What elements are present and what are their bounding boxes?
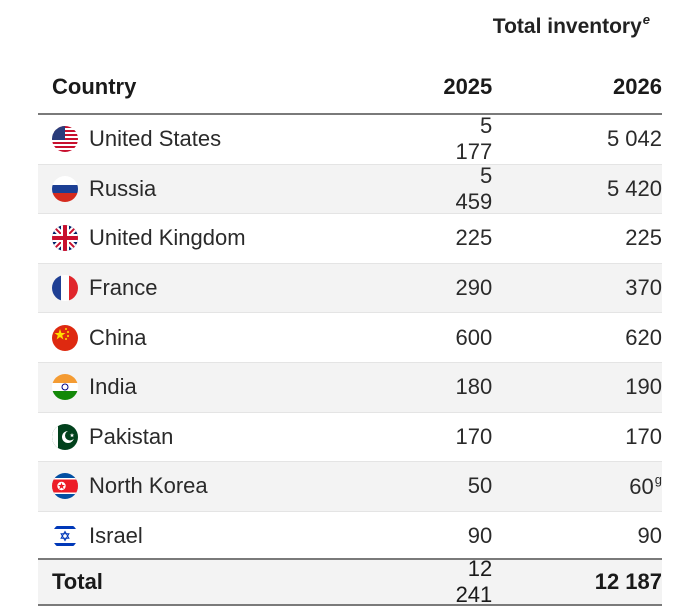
table-row: United Kingdom 225 225 (38, 214, 662, 264)
column-header-country: Country (52, 74, 137, 99)
value-2026: 5 042 (606, 126, 662, 152)
value-2026: 170 (625, 423, 662, 449)
country-name: China (89, 324, 147, 350)
country-name: France (89, 275, 158, 301)
group-header-footnote: e (642, 12, 650, 27)
value-2025: 225 (455, 225, 493, 251)
country-name: Israel (89, 523, 143, 549)
value-2026: 60 (629, 474, 654, 500)
pakistan-flag-icon (52, 423, 78, 450)
country-name: North Korea (89, 473, 208, 499)
table-body: United States 5 177 5 042 Russia 5 459 5… (38, 113, 662, 562)
header-rule (38, 113, 662, 115)
table-row: France 290 370 (38, 263, 662, 314)
table-row: India 180 190 (38, 362, 662, 413)
value-2026: 5 420 (606, 175, 662, 201)
table-row: Pakistan 170 170 (38, 413, 662, 463)
uk-flag-icon (52, 225, 78, 252)
value-2025: 290 (455, 275, 493, 301)
value-2025: 5 177 (455, 113, 493, 165)
value-2025: 600 (455, 324, 493, 350)
value-2025: 90 (467, 523, 493, 549)
total-row: Total 12 241 12 187 (38, 556, 662, 607)
column-header-2025: 2025 (443, 74, 493, 99)
country-name: India (89, 374, 137, 400)
value-2025: 170 (455, 423, 493, 449)
china-flag-icon (52, 324, 78, 351)
column-header-2026: 2026 (613, 74, 662, 99)
value-2026: 225 (625, 225, 662, 251)
country-name: United States (89, 126, 222, 152)
value-2026: 190 (625, 374, 662, 400)
israel-flag-icon (52, 523, 78, 550)
india-flag-icon (52, 374, 78, 401)
table-row: Israel 90 90 (38, 512, 662, 562)
value-2025: 5 459 (455, 162, 493, 214)
table-row: United States 5 177 5 042 (38, 113, 662, 165)
value-2026: 620 (625, 324, 662, 350)
total-2025: 12 241 (455, 556, 493, 607)
value-2026: 370 (625, 275, 662, 301)
value-2025: 180 (455, 374, 493, 400)
total-label: Total (52, 569, 103, 594)
russia-flag-icon (52, 175, 78, 202)
france-flag-icon (52, 275, 78, 302)
table-row: Russia 5 459 5 420 (38, 162, 662, 215)
value-2026: 90 (637, 523, 662, 549)
group-header: Total inventorye (492, 12, 650, 38)
total-2026: 12 187 (594, 569, 662, 594)
table-row: China 600 620 (38, 313, 662, 363)
column-header-row: Country 2025 2026 (38, 62, 662, 112)
north-korea-flag-icon (52, 473, 78, 500)
table-row: North Korea 50 60g (38, 462, 662, 512)
total-rule (38, 558, 662, 560)
us-flag-icon (52, 126, 78, 153)
value-2025: 50 (467, 473, 493, 499)
country-name: United Kingdom (89, 225, 246, 251)
value-footnote: g (654, 472, 662, 488)
country-name: Pakistan (89, 423, 174, 449)
country-name: Russia (89, 175, 157, 201)
